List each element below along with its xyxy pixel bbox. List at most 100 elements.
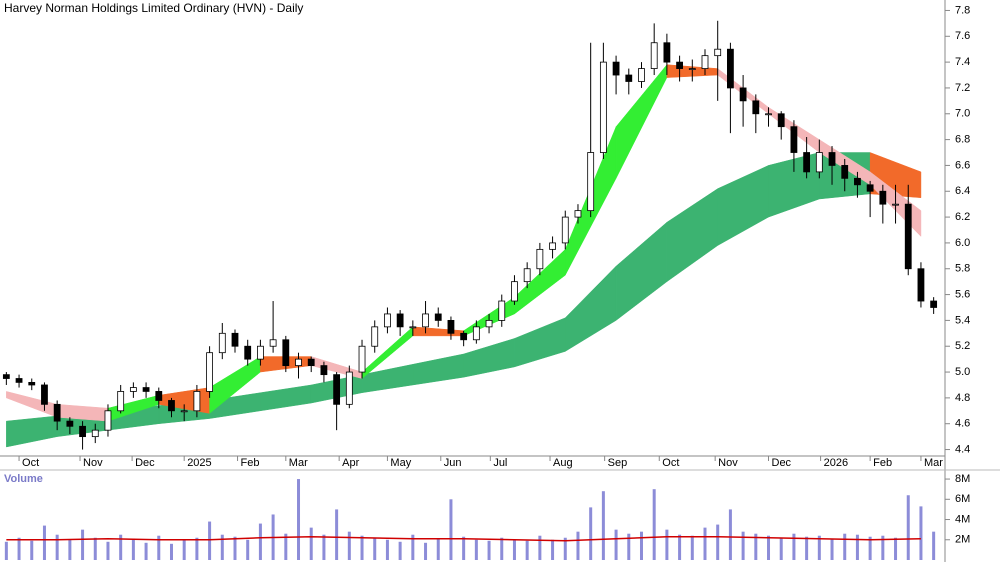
candle-body — [129, 387, 137, 392]
candle-body — [15, 378, 23, 383]
x-tick-label: 2026 — [824, 457, 848, 469]
y-tick-label: 6M — [955, 493, 970, 505]
volume-bar — [792, 533, 796, 560]
candle-body — [536, 248, 544, 270]
volume-bar — [906, 495, 910, 560]
band-segment — [514, 317, 566, 368]
candle-body — [282, 339, 290, 366]
volume-bar — [830, 538, 834, 560]
candle-body — [815, 152, 823, 173]
y-tick-label: 7.6 — [955, 30, 970, 42]
volume-bar — [55, 534, 59, 560]
volume-bar — [894, 537, 898, 560]
volume-bar — [716, 524, 720, 560]
candle-body — [104, 410, 112, 431]
candle-body — [384, 313, 391, 328]
chart-title: Harvey Norman Holdings Limited Ordinary … — [4, 1, 303, 15]
candle-body — [561, 216, 569, 244]
volume-bar — [525, 540, 529, 560]
candle-body — [841, 165, 849, 179]
candle-body — [638, 68, 645, 82]
candle-body — [688, 68, 696, 70]
volume-bar — [182, 539, 186, 560]
candle-body — [333, 374, 341, 405]
candle-body — [447, 319, 455, 334]
y-tick-label: 5.4 — [955, 314, 970, 326]
candle-body — [231, 332, 239, 347]
x-tick-label: Nov — [718, 457, 738, 469]
volume-ma-line — [6, 535, 921, 542]
volume-bar — [131, 539, 135, 560]
candle-body — [66, 420, 74, 427]
candle-body — [396, 313, 404, 328]
volume-bar — [42, 525, 46, 560]
y-tick-label: 7.4 — [955, 56, 970, 68]
band-segment — [717, 165, 769, 246]
y-tick-label: 7.2 — [955, 82, 970, 94]
y-tick-label: 4M — [955, 513, 970, 525]
candle-body — [218, 332, 226, 354]
candle-body — [422, 313, 429, 328]
volume-bar — [233, 536, 237, 560]
volume-bar — [601, 491, 605, 560]
volume-bar — [106, 541, 110, 560]
x-tick-label: May — [390, 457, 411, 469]
volume-bar — [385, 539, 389, 560]
x-tick-label: Jun — [444, 457, 462, 469]
volume-bar — [855, 534, 859, 560]
candle-body — [701, 55, 709, 69]
volume-bar — [614, 529, 618, 560]
candle-body — [587, 152, 595, 212]
x-tick-label: Oct — [22, 457, 39, 469]
volume-bar — [817, 535, 821, 560]
candle-body — [358, 345, 366, 373]
y-tick-label: 4.4 — [955, 443, 970, 455]
band-segment — [6, 415, 58, 448]
volume-bar — [436, 538, 440, 560]
candle-body — [803, 152, 811, 173]
volume-bar — [639, 531, 643, 560]
candle-body — [574, 210, 582, 218]
y-tick-label: 5.6 — [955, 288, 970, 300]
volume-bar — [347, 531, 351, 560]
volume-bar — [258, 523, 262, 560]
volume-bar — [411, 534, 415, 560]
y-tick-label: 7.8 — [955, 4, 970, 16]
candle-body — [193, 391, 201, 412]
volume-bar — [500, 537, 504, 560]
volume-bar — [144, 542, 148, 560]
volume-bar — [195, 537, 199, 560]
candle-body — [790, 126, 798, 153]
candle-body — [498, 300, 506, 321]
x-tick-label: Dec — [772, 457, 792, 469]
band-segment — [666, 188, 718, 283]
volume-bar — [487, 540, 491, 560]
volume-bar — [703, 527, 707, 560]
volume-bar — [538, 535, 542, 560]
volume-bar — [805, 536, 809, 560]
y-tick-label: 5.0 — [955, 366, 970, 378]
volume-bar — [335, 509, 339, 560]
candle-body — [625, 74, 633, 82]
x-tick-label: Apr — [342, 457, 359, 469]
volume-bar — [563, 537, 567, 560]
volume-bar — [627, 533, 631, 560]
volume-bar — [551, 539, 555, 560]
x-tick-label: Aug — [553, 457, 573, 469]
candle-body — [549, 242, 556, 250]
candle-body — [930, 300, 938, 308]
volume-bar — [779, 537, 783, 560]
x-tick-label: Sep — [608, 457, 628, 469]
volume-bar — [767, 535, 771, 560]
volume-bar — [678, 534, 682, 560]
volume-bar — [919, 506, 923, 560]
x-tick-label: Jul — [493, 457, 507, 469]
candle-body — [28, 381, 36, 386]
x-tick-label: Mar — [289, 457, 308, 469]
y-tick-label: 6.4 — [955, 185, 970, 197]
volume-bar — [4, 541, 8, 560]
y-tick-label: 6.6 — [955, 159, 970, 171]
x-tick-label: Oct — [662, 457, 679, 469]
volume-bar — [157, 535, 161, 560]
volume-bar — [424, 542, 428, 560]
